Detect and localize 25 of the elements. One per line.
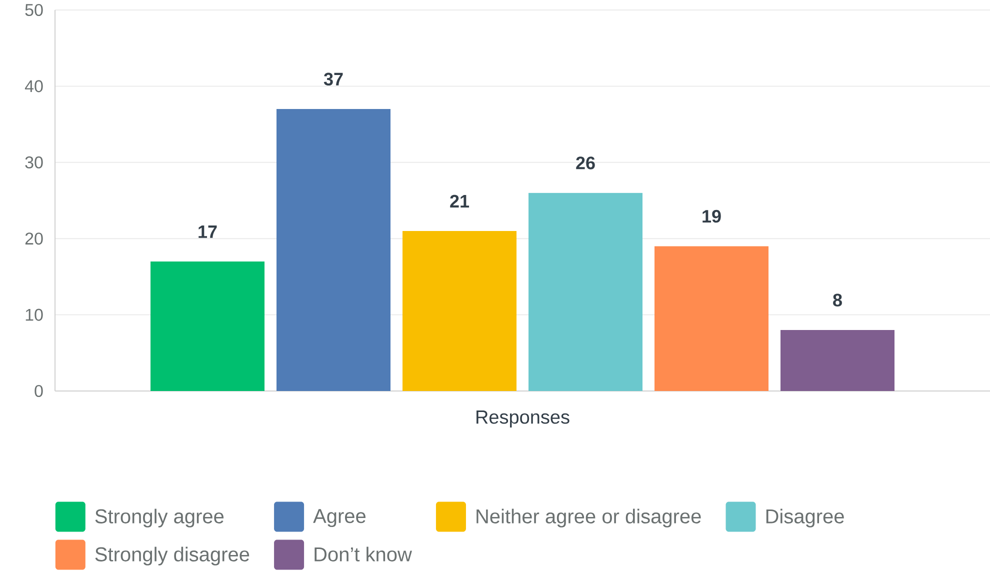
y-tick-label: 40 [24, 80, 43, 92]
legend-label: Don’t know [314, 546, 412, 562]
data-label: 19 [702, 210, 721, 223]
y-tick-label: 0 [34, 384, 43, 398]
bar [150, 261, 265, 391]
bar [780, 330, 894, 391]
legend-label: Agree [313, 509, 366, 528]
bar [654, 246, 769, 391]
bar [276, 109, 391, 391]
data-label: 17 [198, 226, 217, 238]
legend-label: Strongly agree [95, 508, 224, 528]
x-tick-label: Responses [476, 410, 570, 428]
data-label: 21 [450, 194, 470, 208]
data-label: 26 [576, 156, 595, 170]
legend-label: Disagree [766, 508, 844, 528]
y-tick-label: 10 [26, 308, 43, 321]
legend-label: Neither agree or disagree [476, 508, 701, 528]
bar [528, 192, 643, 391]
bar [402, 230, 517, 391]
legend-label: Strongly disagree [95, 546, 250, 566]
data-label: 8 [833, 294, 842, 306]
y-tick-label: 20 [25, 232, 43, 245]
data-label: 37 [324, 72, 343, 86]
y-tick-label: 30 [25, 156, 43, 168]
y-tick-label: 50 [25, 4, 43, 16]
